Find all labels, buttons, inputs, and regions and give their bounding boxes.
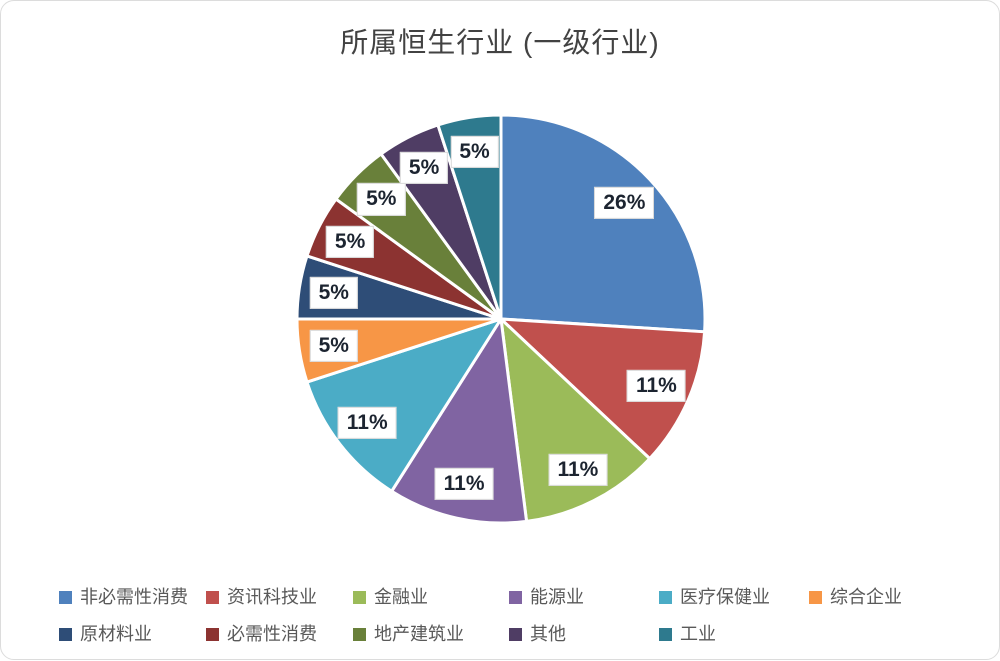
legend-item-其他[interactable]: 其他: [509, 623, 566, 645]
legend-marker-icon: [509, 590, 522, 604]
pie-slice-非必需性消费[interactable]: [499, 113, 707, 334]
legend-item-label: 原材料业: [80, 624, 152, 644]
legend-marker-icon: [59, 627, 72, 641]
legend-item-能源业[interactable]: 能源业: [509, 586, 584, 608]
legend-item-label: 资讯科技业: [227, 587, 317, 607]
legend-marker-icon: [206, 590, 219, 604]
legend-item-地产建筑业[interactable]: 地产建筑业: [353, 623, 464, 645]
legend-item-综合企业[interactable]: 综合企业: [809, 586, 902, 608]
legend-item-资讯科技业[interactable]: 资讯科技业: [206, 586, 317, 608]
legend-item-label: 地产建筑业: [374, 624, 464, 644]
legend-item-label: 工业: [680, 624, 716, 644]
legend-marker-icon: [353, 627, 366, 641]
legend-marker-icon: [659, 590, 672, 604]
legend-item-工业[interactable]: 工业: [659, 623, 716, 645]
legend-item-label: 非必需性消费: [80, 587, 188, 607]
legend-marker-icon: [59, 590, 72, 604]
legend-marker-icon: [353, 590, 366, 604]
legend-item-label: 必需性消费: [227, 624, 317, 644]
legend-item-必需性消费[interactable]: 必需性消费: [206, 623, 317, 645]
legend-marker-icon: [206, 627, 219, 641]
legend-item-label: 综合企业: [830, 587, 902, 607]
legend-item-原材料业[interactable]: 原材料业: [59, 623, 152, 645]
legend-item-金融业[interactable]: 金融业: [353, 586, 428, 608]
legend-item-label: 能源业: [530, 587, 584, 607]
pie-slice-金融业[interactable]: [499, 317, 652, 523]
legend-item-label: 金融业: [374, 587, 428, 607]
legend-item-非必需性消费[interactable]: 非必需性消费: [59, 586, 188, 608]
legend-item-label: 医疗保健业: [680, 587, 770, 607]
legend-marker-icon: [509, 627, 522, 641]
pie-slice-资讯科技业[interactable]: [499, 317, 707, 461]
legend-marker-icon: [659, 627, 672, 641]
legend-marker-icon: [809, 590, 822, 604]
legend-item-医疗保健业[interactable]: 医疗保健业: [659, 586, 770, 608]
legend-item-label: 其他: [530, 624, 566, 644]
pie-slice-医疗保健业[interactable]: [305, 317, 503, 493]
chart-title: 所属恒生行业 (一级行业): [340, 27, 660, 58]
